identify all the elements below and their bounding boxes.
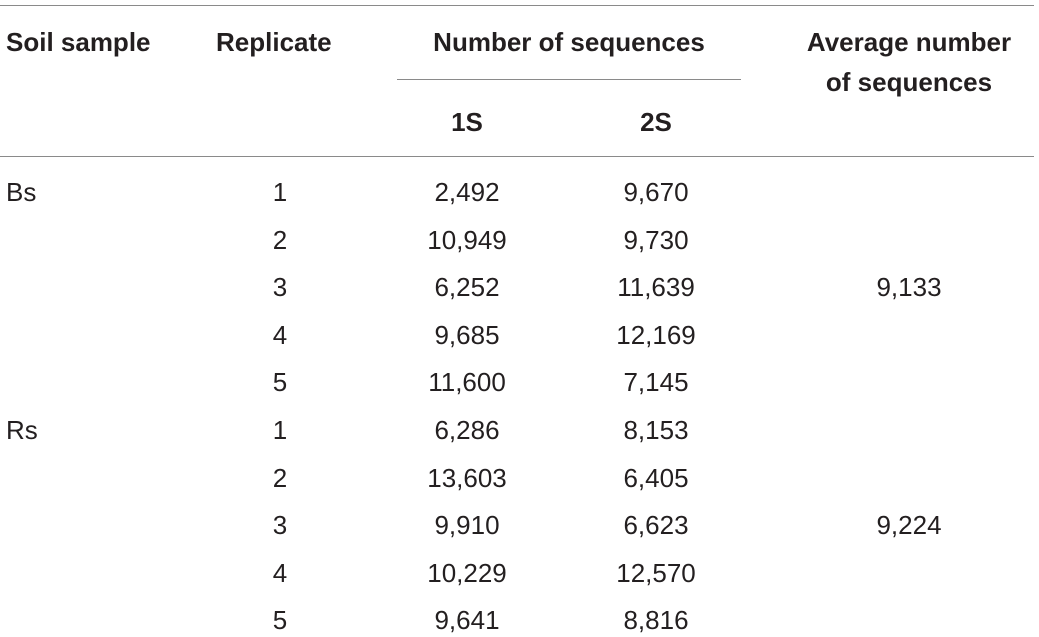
cell-soil-sample: Bs <box>6 177 37 207</box>
cell-replicate: 1 <box>272 415 288 445</box>
cell-2s: 9,730 <box>623 225 689 255</box>
cell-replicate: 4 <box>272 320 288 350</box>
cell-replicate: 2 <box>272 225 288 255</box>
cell-replicate: 1 <box>272 177 288 207</box>
cell-replicate: 5 <box>272 605 288 635</box>
cell-1s: 11,600 <box>428 367 506 397</box>
cell-1s: 13,603 <box>427 463 507 493</box>
cell-2s: 6,405 <box>623 463 689 493</box>
cell-replicate: 5 <box>272 367 288 397</box>
header-average-line1: Average number <box>806 27 1012 57</box>
cell-average: 9,133 <box>876 272 942 302</box>
cell-2s: 12,570 <box>616 558 696 588</box>
header-1s: 1S <box>451 107 483 137</box>
cell-1s: 9,910 <box>434 510 500 540</box>
cell-1s: 10,229 <box>427 558 507 588</box>
spanner-rule <box>397 79 741 80</box>
cell-2s: 12,169 <box>616 320 696 350</box>
header-2s: 2S <box>640 107 672 137</box>
cell-1s: 6,252 <box>434 272 500 302</box>
cell-2s: 8,816 <box>623 605 689 635</box>
cell-1s: 9,641 <box>434 605 500 635</box>
cell-1s: 6,286 <box>434 415 500 445</box>
cell-replicate: 3 <box>272 510 288 540</box>
cell-2s: 11,639 <box>617 272 695 302</box>
cell-replicate: 2 <box>272 463 288 493</box>
cell-2s: 9,670 <box>623 177 689 207</box>
header-soil-sample: Soil sample <box>6 27 151 57</box>
top-rule <box>0 5 1034 6</box>
cell-1s: 9,685 <box>434 320 500 350</box>
cell-1s: 2,492 <box>434 177 500 207</box>
cell-replicate: 3 <box>272 272 288 302</box>
header-bottom-rule <box>0 156 1034 157</box>
cell-2s: 6,623 <box>623 510 689 540</box>
cell-2s: 8,153 <box>623 415 689 445</box>
cell-1s: 10,949 <box>427 225 507 255</box>
header-number-of-sequences: Number of sequences <box>433 27 705 57</box>
header-replicate: Replicate <box>216 27 332 57</box>
cell-2s: 7,145 <box>623 367 689 397</box>
cell-replicate: 4 <box>272 558 288 588</box>
cell-soil-sample: Rs <box>6 415 38 445</box>
header-average-line2: of sequences <box>825 67 993 97</box>
cell-average: 9,224 <box>876 510 942 540</box>
